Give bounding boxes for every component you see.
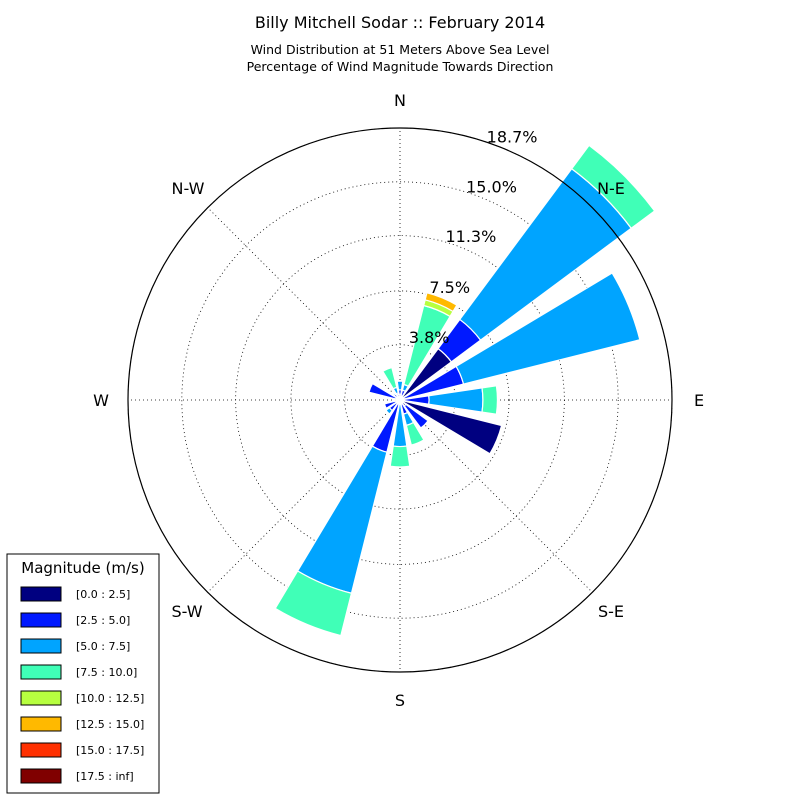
radial-tick-labels: 3.8% 7.5% 11.3% 15.0% 18.7%: [409, 128, 538, 347]
wind-bar-segment: [274, 570, 353, 637]
legend-label: [5.0 : 7.5]: [76, 640, 130, 653]
grid-ring: [235, 235, 565, 565]
direction-label: E: [694, 391, 704, 410]
legend-label: [17.5 : inf]: [76, 770, 134, 783]
polar-outer-ring: [127, 127, 673, 673]
direction-label: S-E: [598, 602, 624, 621]
legend-items: [0.0 : 2.5] [2.5 : 5.0] [5.0 : 7.5] [7.5 : …: [20, 586, 144, 784]
radial-tick-label: 11.3%: [445, 227, 496, 246]
legend-swatch: [20, 716, 62, 732]
legend: Magnitude (m/s) [0.0 : 2.5] [2.5 : 5.0] [5…: [6, 553, 160, 794]
chart-subtitle-1: Wind Distribution at 51 Meters Above Sea…: [251, 42, 550, 57]
wind-bar-segment: [383, 400, 398, 410]
legend-swatch: [20, 664, 62, 680]
wind-bar-segment: [368, 382, 398, 400]
legend-label: [12.5 : 15.0]: [76, 718, 144, 731]
wind-bar-segment: [455, 272, 641, 385]
direction-label: W: [93, 391, 109, 410]
grid-spoke: [399, 399, 593, 593]
wind-bar-segment: [389, 445, 411, 468]
direction-labels: N N-E E S-E S S-W W N-W: [93, 91, 704, 710]
chart-subtitle-2: Percentage of Wind Magnitude Towards Dir…: [247, 59, 554, 74]
wind-bar-segment: [424, 292, 458, 313]
wind-bar-segment: [381, 366, 398, 390]
wind-bar-segment: [403, 403, 429, 429]
grid-spoke: [207, 399, 401, 593]
wind-bar-segment: [481, 385, 499, 415]
radial-tick-label: 7.5%: [429, 278, 470, 297]
wind-bar-segment: [296, 445, 388, 594]
radial-tick-label: 3.8%: [409, 328, 450, 347]
wind-bar-segment: [405, 421, 425, 446]
legend-swatch: [20, 638, 62, 654]
direction-label: N: [394, 91, 406, 110]
legend-title: Magnitude (m/s): [21, 559, 144, 577]
grid-ring: [181, 181, 619, 619]
chart-title: Billy Mitchell Sodar :: February 2014: [255, 13, 545, 32]
grid-spoke: [207, 207, 401, 401]
legend-label: [10.0 : 12.5]: [76, 692, 144, 705]
direction-label: S: [395, 691, 405, 710]
direction-label: S-W: [171, 602, 202, 621]
wind-bar-segment: [570, 144, 656, 230]
legend-label: [2.5 : 5.0]: [76, 614, 130, 627]
legend-swatch: [20, 586, 62, 602]
radial-tick-label: 15.0%: [466, 177, 517, 196]
wind-bar-segment: [385, 406, 394, 415]
legend-label: [15.0 : 17.5]: [76, 744, 144, 757]
wind-bars: [274, 144, 656, 637]
grid-ring: [290, 290, 510, 510]
wind-bar-segment: [392, 392, 397, 397]
direction-label: N-E: [597, 179, 625, 198]
wind-bar-segment: [428, 387, 484, 413]
wind-bar-segment: [399, 399, 503, 455]
legend-swatch: [20, 690, 62, 706]
legend-swatch: [20, 742, 62, 758]
direction-label: N-W: [172, 179, 205, 198]
wind-bar-segment: [396, 380, 404, 391]
legend-swatch: [20, 612, 62, 628]
legend-label: [7.5 : 10.0]: [76, 666, 137, 679]
legend-swatch: [20, 768, 62, 784]
radial-tick-label: 18.7%: [487, 128, 538, 147]
legend-label: [0.0 : 2.5]: [76, 588, 130, 601]
